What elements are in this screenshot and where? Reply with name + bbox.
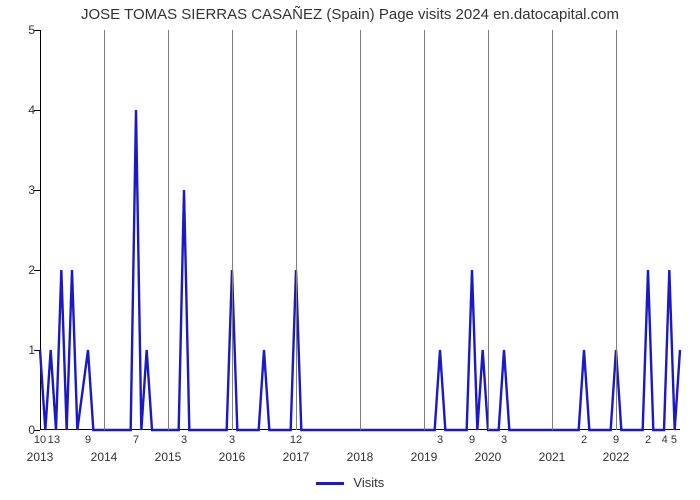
x-value-label: 1 [48, 434, 54, 446]
x-year-label: 2019 [411, 450, 438, 464]
x-gridline [360, 30, 361, 430]
x-value-label: 3 [437, 434, 443, 446]
x-value-label: 3 [54, 434, 60, 446]
chart-container: JOSE TOMAS SIERRAS CASAÑEZ (Spain) Page … [0, 0, 700, 500]
legend-swatch [316, 482, 344, 485]
x-gridline [232, 30, 233, 430]
y-tick-mark [34, 190, 40, 191]
x-year-label: 2020 [475, 450, 502, 464]
y-tick-label: 1 [5, 343, 35, 357]
x-gridline [168, 30, 169, 430]
x-value-label: 9 [469, 434, 475, 446]
y-tick-mark [34, 350, 40, 351]
legend: Visits [0, 475, 700, 490]
y-tick-label: 5 [5, 23, 35, 37]
y-tick-mark [34, 270, 40, 271]
x-gridline [616, 30, 617, 430]
x-year-label: 2017 [283, 450, 310, 464]
y-tick-label: 4 [5, 103, 35, 117]
x-gridline [488, 30, 489, 430]
x-value-label: 2 [581, 434, 587, 446]
x-value-label: 3 [181, 434, 187, 446]
y-tick-mark [34, 110, 40, 111]
chart-title: JOSE TOMAS SIERRAS CASAÑEZ (Spain) Page … [0, 6, 700, 23]
x-year-label: 2021 [539, 450, 566, 464]
x-year-label: 2016 [219, 450, 246, 464]
x-value-label: 3 [501, 434, 507, 446]
x-value-label: 10 [34, 434, 46, 446]
x-year-label: 2015 [155, 450, 182, 464]
x-year-label: 2018 [347, 450, 374, 464]
x-value-label: 4 5 [662, 434, 677, 446]
x-value-label: 7 [133, 434, 139, 446]
x-gridline [104, 30, 105, 430]
y-tick-mark [34, 30, 40, 31]
x-value-label: 9 [613, 434, 619, 446]
x-gridline [424, 30, 425, 430]
y-tick-mark [34, 430, 40, 431]
x-value-label: 9 [85, 434, 91, 446]
x-gridline [552, 30, 553, 430]
y-tick-label: 3 [5, 183, 35, 197]
x-value-label: 12 [290, 434, 302, 446]
x-year-label: 2013 [27, 450, 54, 464]
x-value-label: 3 [229, 434, 235, 446]
x-gridline [296, 30, 297, 430]
legend-label: Visits [353, 475, 384, 490]
x-year-label: 2014 [91, 450, 118, 464]
x-value-label: 2 [645, 434, 651, 446]
x-year-label: 2022 [603, 450, 630, 464]
y-tick-label: 2 [5, 263, 35, 277]
y-tick-label: 0 [5, 423, 35, 437]
